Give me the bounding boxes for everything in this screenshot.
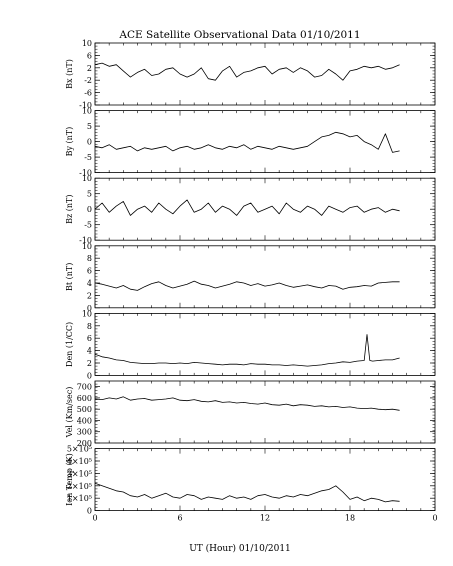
panel-7: 5×10⁵ 4×10⁵ 3×10⁵ 2×10⁵ 1×10⁵ 0 Ion Temp (K) [65, 445, 436, 516]
y-tick-label: -5 [84, 221, 92, 230]
y-tick-label: 10 [82, 309, 92, 318]
y-tick-label: 500 [77, 405, 92, 414]
series-line [94, 199, 400, 216]
series-line [94, 334, 400, 367]
series-line [94, 396, 400, 411]
y-tick-label: -6 [84, 89, 92, 98]
y-tick-label: 6 [87, 51, 92, 60]
y-tick-label: 2 [87, 64, 92, 73]
x-tick-label: 12 [260, 514, 270, 523]
x-tick-label: 0 [432, 514, 437, 523]
y-axis-label: Bz (nT) [65, 195, 74, 224]
y-tick-label: 0 [87, 507, 92, 516]
y-axis-label: Bx (nT) [65, 59, 74, 89]
y-axis-label: Bt (nT) [65, 263, 74, 291]
y-tick-label: 0 [87, 138, 92, 147]
y-tick-label: 8 [87, 254, 92, 263]
panel-frame [94, 42, 436, 106]
y-tick-label: -10 [79, 101, 92, 110]
y-tick-label: 10 [82, 107, 92, 116]
y-tick-label: 5×10⁵ [67, 445, 92, 454]
y-tick-label: 10 [82, 174, 92, 183]
y-tick-label: 6 [87, 334, 92, 343]
y-tick-label: 10 [82, 39, 92, 48]
series-line [94, 280, 400, 291]
y-tick-label: 6 [87, 267, 92, 276]
y-axis-label: By (nT) [65, 127, 74, 157]
y-tick-label: 300 [77, 428, 92, 437]
y-tick-label: 5 [87, 190, 92, 199]
panel-2: 10 5 0 -5 -10 By (nT) [65, 107, 436, 178]
y-axis-label: Ion Temp (K) [65, 453, 74, 506]
series-line [94, 482, 400, 503]
y-tick-label: 0 [87, 205, 92, 214]
panel-frame [94, 245, 436, 309]
y-tick-label: -2 [84, 76, 92, 85]
y-tick-label: 10 [82, 242, 92, 251]
y-axis-label: Den (1/CC) [65, 322, 74, 367]
panel-4: 10 8 6 4 2 0 Bt (nT) [65, 242, 436, 313]
y-tick-label: 700 [77, 383, 92, 392]
y-tick-label: 2×10⁵ [67, 482, 92, 491]
x-axis-label: UT (Hour) 01/10/2011 [189, 543, 291, 554]
y-tick-label: 5 [87, 122, 92, 131]
y-tick-label: 400 [77, 416, 92, 425]
y-tick-label: 4 [87, 347, 92, 356]
panel-frame [94, 380, 436, 444]
y-tick-label: 200 [77, 439, 92, 448]
y-tick-label: 8 [87, 322, 92, 331]
x-tick-label: 6 [177, 514, 182, 523]
y-tick-label: -5 [84, 153, 92, 162]
y-tick-label: 2 [87, 291, 92, 300]
y-tick-label: 2 [87, 359, 92, 368]
chart-panels: 10 6 2 -2 -6 -10 Bx (nT) 10 5 0 -5 -10 By (nT) 10 5 0 -5… [65, 39, 438, 523]
y-tick-label: 0 [87, 371, 92, 380]
x-tick-label: 0 [92, 514, 97, 523]
panel-frame [94, 110, 436, 173]
panel-5: 10 8 6 4 2 0 Den (1/CC) [65, 309, 436, 380]
chart-title: ACE Satellite Observational Data 01/10/2… [118, 29, 360, 41]
x-tick-label: 18 [345, 514, 355, 523]
y-tick-label: 4×10⁵ [67, 457, 92, 466]
panel-frame [94, 312, 436, 376]
panel-1: 10 6 2 -2 -6 -10 Bx (nT) [65, 39, 436, 110]
panel-3: 10 5 0 -5 -10 Bz (nT) [65, 174, 436, 245]
series-line [94, 131, 400, 153]
y-tick-label: 1×10⁵ [67, 494, 92, 503]
y-tick-label: 600 [77, 394, 92, 403]
series-line [94, 62, 400, 81]
y-tick-label: 4 [87, 279, 92, 288]
y-tick-label: -10 [79, 169, 92, 178]
y-tick-label: 3×10⁵ [67, 469, 92, 478]
y-axis-label: Vel (Km/sec) [65, 387, 74, 439]
y-tick-label: 0 [87, 304, 92, 313]
y-tick-label: -10 [79, 236, 92, 245]
